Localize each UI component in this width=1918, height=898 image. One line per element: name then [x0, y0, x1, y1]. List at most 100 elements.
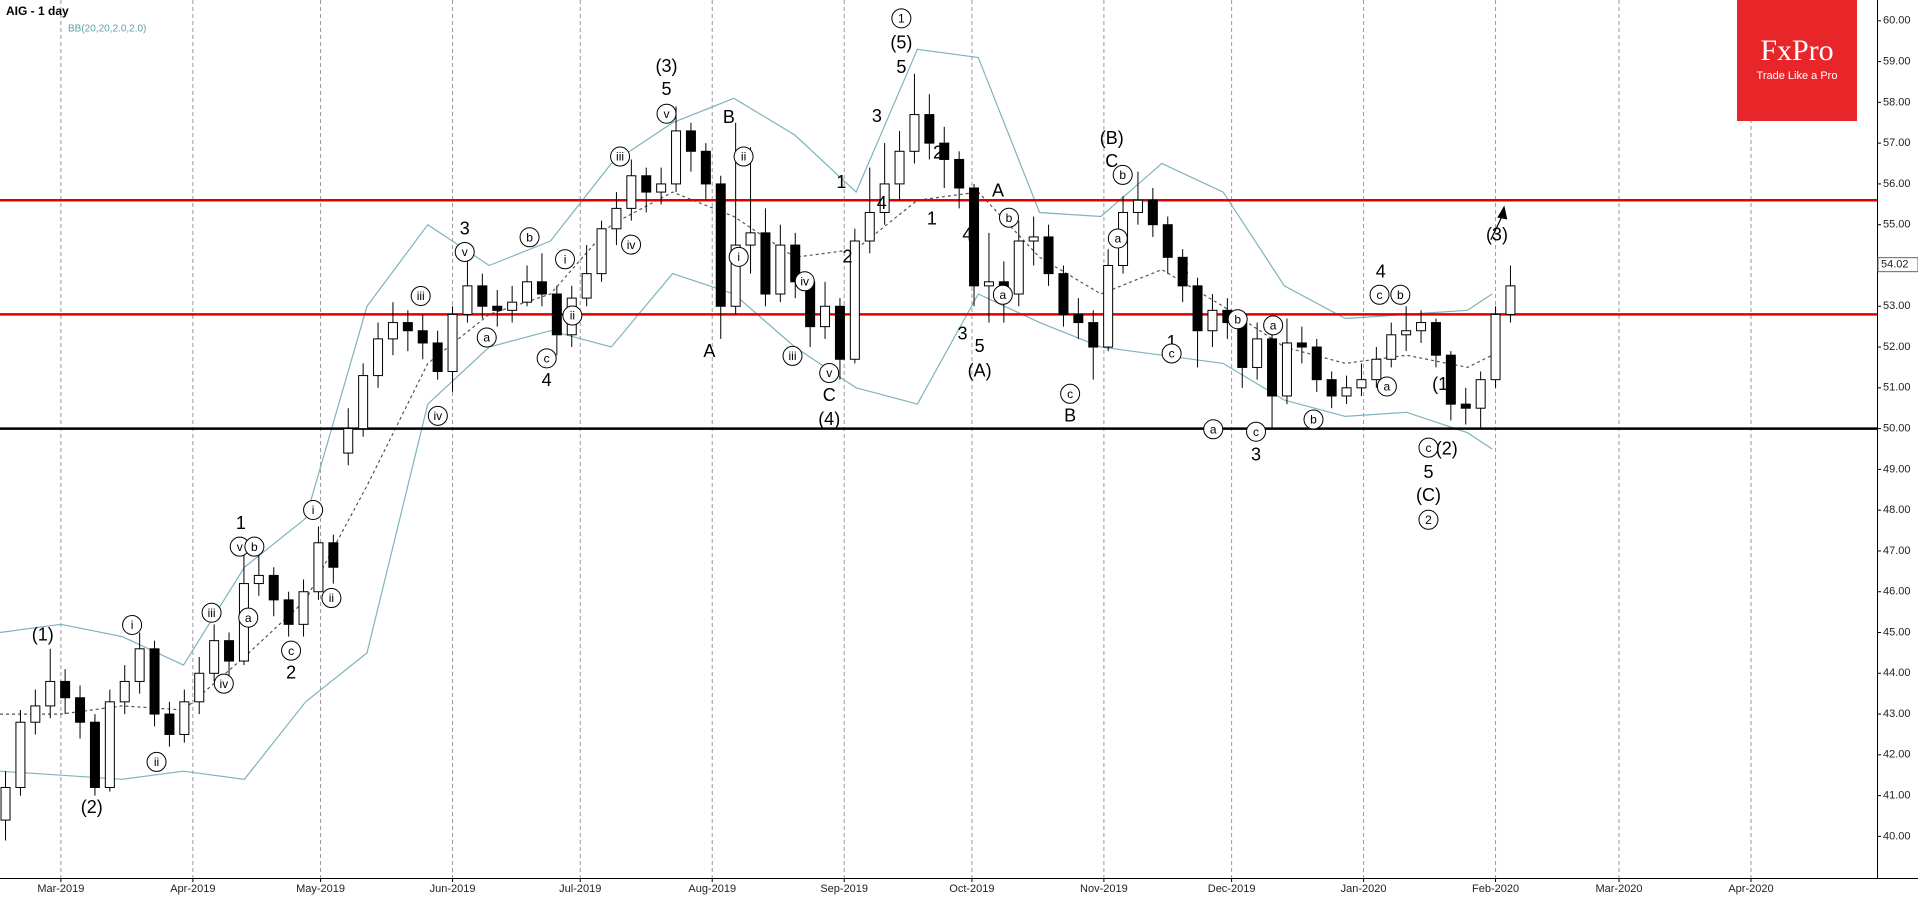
candle-body	[134, 648, 145, 682]
candle-body	[224, 640, 235, 662]
annotation-circle	[1112, 164, 1133, 185]
wave-label: c	[1425, 441, 1431, 455]
candle-body	[298, 591, 309, 625]
annotation-circle	[321, 588, 342, 609]
candle-body	[209, 640, 220, 674]
annotation-circle	[303, 499, 324, 520]
wave-label: iv	[800, 274, 809, 288]
annotation-circle	[610, 146, 631, 167]
candle-body	[1460, 403, 1471, 409]
candle-body	[760, 232, 771, 295]
candle-body	[879, 183, 890, 213]
wave-label: 1	[836, 172, 846, 192]
annotation-circle	[1376, 376, 1397, 397]
candle-body	[1281, 342, 1292, 397]
candle-body	[626, 175, 637, 209]
candle-body	[149, 648, 160, 715]
candle-body	[507, 301, 518, 311]
y-tick-label: 49.00	[1883, 463, 1911, 475]
wave-label: c	[1253, 425, 1259, 439]
candle-body	[1252, 338, 1263, 368]
wave-label: 2	[933, 143, 943, 163]
last-price-label: 54.02	[1881, 259, 1909, 271]
candle-body	[1416, 322, 1427, 332]
candle-body	[1386, 334, 1397, 360]
candle-body	[1013, 240, 1024, 295]
candle-body	[104, 701, 115, 788]
annotation-circle	[1418, 437, 1439, 458]
candle-body	[343, 428, 354, 454]
wave-label: c	[288, 644, 294, 658]
candle-body	[0, 786, 11, 821]
candles	[0, 73, 1516, 841]
candle-body	[1147, 199, 1158, 226]
wave-label: iv	[433, 409, 442, 423]
candle-body	[164, 713, 175, 735]
candle-body	[1103, 264, 1114, 348]
indicator-label: BB(20,20,2.0,2.0)	[68, 24, 146, 35]
candle-body	[715, 183, 726, 307]
candle-body	[268, 574, 279, 601]
wave-label: i	[564, 252, 567, 266]
candle-body	[611, 207, 622, 230]
wave-label: B	[723, 107, 735, 127]
wave-label: ii	[329, 591, 334, 605]
wave-label: c	[1377, 288, 1383, 302]
annotation-circle	[519, 227, 540, 248]
wave-label: 4	[962, 225, 972, 245]
annotation-circle	[244, 536, 265, 557]
y-tick-label: 47.00	[1883, 545, 1911, 557]
wave-label: iii	[616, 150, 624, 164]
candle-body	[492, 305, 503, 311]
candle-body	[119, 680, 130, 703]
chart-title: AIG - 1 day	[6, 4, 69, 18]
candle-body	[89, 721, 100, 788]
wave-label: b	[1310, 413, 1317, 427]
candle-body	[700, 150, 711, 185]
wave-label: 3	[872, 106, 882, 126]
candle-body	[447, 313, 458, 373]
wave-label: b	[1234, 312, 1241, 326]
wave-label: iii	[417, 289, 425, 303]
wave-label: v	[826, 366, 832, 380]
wave-label: a	[1210, 422, 1217, 436]
candle-body	[1237, 322, 1248, 368]
annotation-circle	[1203, 419, 1224, 440]
candle-body	[194, 672, 205, 703]
candle-body	[75, 697, 86, 723]
candle-body	[1430, 322, 1441, 356]
candle-body	[402, 322, 413, 332]
annotation-circle	[1263, 315, 1284, 336]
candle-body	[536, 281, 547, 295]
candle-body	[820, 305, 831, 328]
wave-label: a	[1384, 380, 1391, 394]
logo-box	[1737, 0, 1857, 121]
x-tick-label: Nov-2019	[1080, 883, 1128, 895]
annotation-circle	[201, 602, 222, 623]
wave-label: (B)	[1100, 128, 1124, 148]
y-tick-label: 57.00	[1883, 137, 1911, 149]
x-tick-label: Apr-2019	[170, 883, 215, 895]
annotation-circle	[536, 348, 557, 369]
x-tick-label: Apr-2020	[1728, 883, 1773, 895]
candle-body	[1073, 313, 1084, 324]
candle-body	[1296, 342, 1307, 348]
wave-label: (2)	[1436, 439, 1458, 459]
wave-label: c	[1169, 347, 1175, 361]
annotation-circle	[562, 305, 583, 326]
wave-label: 5	[975, 336, 985, 356]
candle-body	[253, 574, 264, 585]
wave-label: A	[992, 181, 1004, 201]
wave-label: 4	[877, 193, 887, 213]
y-tick-label: 51.00	[1883, 382, 1911, 394]
wave-label: 4	[1376, 261, 1386, 281]
wave-label: a	[483, 331, 490, 345]
wave-label: iii	[208, 606, 216, 620]
wave-label: 2	[1425, 513, 1432, 527]
y-tick-label: 42.00	[1883, 749, 1911, 761]
candle-body	[522, 281, 533, 303]
candle-body	[30, 705, 41, 723]
arrow-head	[1497, 205, 1508, 220]
